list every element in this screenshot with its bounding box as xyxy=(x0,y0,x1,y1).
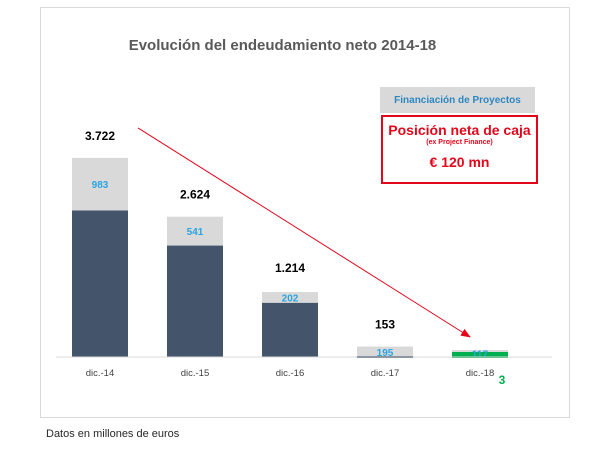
segment-label: 983 xyxy=(92,180,109,191)
total-label: 2.624 xyxy=(180,188,210,202)
segment-label: 202 xyxy=(282,293,299,304)
chart-title: Evolución del endeudamiento neto 2014-18 xyxy=(128,37,437,54)
segment-label: 117 xyxy=(472,350,489,361)
category-label: dic.-14 xyxy=(86,368,115,379)
net-cash-box: Posición neta de caja (ex Project Financ… xyxy=(381,115,538,184)
bar-project-finance xyxy=(72,157,128,211)
bar-project-finance xyxy=(262,292,318,303)
bar-net-debt xyxy=(72,210,128,357)
bar-net-debt xyxy=(452,352,508,358)
segment-label: 541 xyxy=(187,227,204,238)
project-finance-header: Financiación de Proyectos xyxy=(380,87,535,113)
total-label: 153 xyxy=(375,318,395,332)
bar-net-debt xyxy=(262,302,318,357)
bar-net-debt xyxy=(167,245,223,357)
category-label: dic.-16 xyxy=(276,368,305,379)
total-label: 1.214 xyxy=(275,261,305,275)
category-label: dic.-15 xyxy=(181,368,210,379)
trend-arrow xyxy=(137,127,471,338)
net-cash-amount: € 120 mn xyxy=(429,154,490,170)
category-label: dic.-18 xyxy=(466,368,495,379)
net-cash-subtitle: (ex Project Finance) xyxy=(426,139,493,146)
net-cash-title: Posición neta de caja xyxy=(388,122,531,138)
category-label: dic.-17 xyxy=(371,368,400,379)
bar-project-finance xyxy=(167,216,223,246)
segment-label: 195 xyxy=(377,348,394,359)
footnote: Datos en millones de euros xyxy=(46,428,180,440)
total-label: 3 xyxy=(499,373,506,387)
total-label: 3.722 xyxy=(85,129,115,143)
bar-project-finance xyxy=(357,346,413,357)
